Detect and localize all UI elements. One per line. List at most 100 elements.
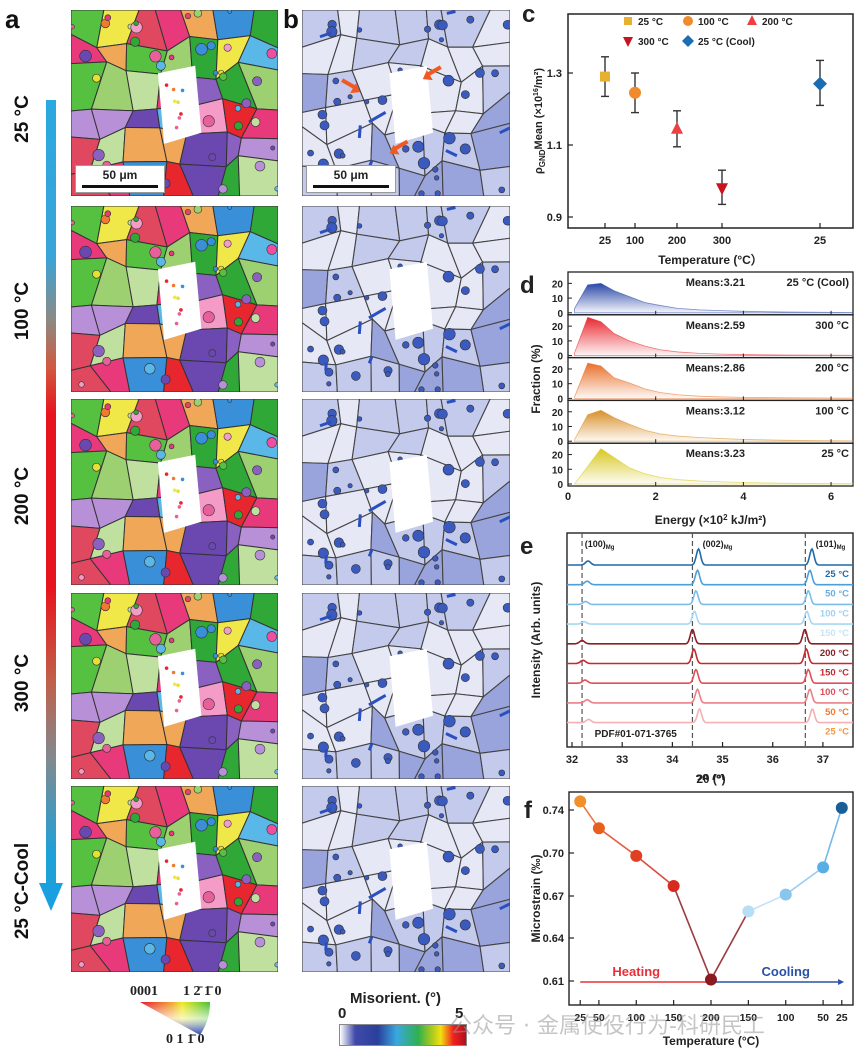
y-tick-label: 0 <box>557 394 563 405</box>
twin-boundary <box>445 925 458 934</box>
small-grain <box>223 239 232 248</box>
small-grain <box>491 69 499 78</box>
pattern-label: 150 °C <box>820 628 849 639</box>
small-grain <box>319 120 330 131</box>
means-label: Means:2.86 <box>686 363 745 375</box>
small-grain <box>491 652 499 661</box>
grain <box>212 593 255 624</box>
grain <box>237 526 278 551</box>
small-grain <box>241 294 252 305</box>
line-segment <box>710 911 750 980</box>
small-grain <box>212 266 219 272</box>
twin-boundary <box>319 227 332 235</box>
grain <box>237 333 278 358</box>
grain <box>178 939 227 972</box>
small-grain <box>339 541 346 548</box>
data-point <box>779 888 792 901</box>
y-tick-label: 20 <box>552 322 564 333</box>
data-point <box>671 110 683 148</box>
small-grain <box>234 510 243 520</box>
small-grain <box>317 885 328 896</box>
ipf-orientation-map <box>71 399 278 585</box>
grain <box>469 674 510 718</box>
series-label: 25 °C (Cool) <box>787 277 850 289</box>
small-grain <box>274 382 278 388</box>
small-grain <box>443 715 456 728</box>
xrd-pattern <box>567 568 853 586</box>
small-grain <box>168 637 175 644</box>
small-grain <box>92 73 101 83</box>
chart-gnd-density: c 0.9 1.1 1.3 25 100 200 300 25 Temperature (°C） ρ… <box>522 1 854 267</box>
indent-dot <box>176 489 180 494</box>
small-grain <box>234 121 243 131</box>
small-grain <box>402 921 410 929</box>
small-grain <box>442 657 455 670</box>
x-tick-label: 100 <box>777 1012 795 1024</box>
scale-bar-line <box>313 185 389 188</box>
small-grain <box>208 929 217 938</box>
small-grain <box>149 633 162 646</box>
indent-dot <box>177 312 182 316</box>
small-grain <box>160 374 171 385</box>
panel-label-e: e <box>520 533 533 560</box>
small-grain <box>202 891 215 904</box>
small-grain <box>326 768 332 774</box>
legend-marker <box>747 15 757 25</box>
twin-boundary <box>368 499 387 513</box>
small-grain <box>168 830 175 837</box>
legend-entry: 300 °C <box>623 37 669 48</box>
indent-dot <box>172 682 177 687</box>
data-point <box>817 861 830 874</box>
cooling-arrowhead-icon <box>838 979 845 985</box>
small-grain <box>234 317 243 327</box>
small-grain <box>502 215 510 226</box>
indent-dot <box>176 683 180 688</box>
indent-region <box>389 261 434 340</box>
small-grain <box>332 466 340 474</box>
y-axis-label: Fraction (%) <box>529 344 543 413</box>
small-grain <box>384 564 391 571</box>
chart-xrd-patterns: e (100)Mg (002)Mg (101)Mg 25 °C 50 °C 100 °C 15… <box>520 532 854 780</box>
small-grain <box>78 768 85 775</box>
twin-boundary <box>446 206 456 211</box>
small-grain <box>424 608 432 616</box>
grain <box>302 849 329 890</box>
xrd-pattern <box>567 688 853 704</box>
indent-dot <box>171 283 176 288</box>
small-grain <box>460 866 470 875</box>
small-grain <box>184 788 192 796</box>
small-grain <box>402 145 410 153</box>
small-grain <box>184 12 192 20</box>
twin-boundary <box>499 709 510 718</box>
xrd-pattern <box>567 707 853 724</box>
chart-microstrain: f 2θ (°) 0.61 0.64 0.67 0.70 0.74 25 50 100 150 200… <box>524 772 854 1048</box>
x-tick-label: 200 <box>702 1012 720 1024</box>
indent-dot <box>171 476 176 481</box>
small-grain <box>319 316 330 327</box>
small-grain <box>206 817 216 827</box>
small-grain <box>78 961 85 968</box>
small-grain <box>133 796 139 802</box>
twin-boundary <box>367 742 374 751</box>
pattern-label: 50 °C <box>825 589 849 600</box>
indent-region <box>157 65 202 144</box>
small-grain <box>184 401 192 409</box>
twin-boundary <box>367 355 374 364</box>
grain <box>302 361 338 392</box>
y-tick-label: 10 <box>552 294 564 305</box>
twin-boundary <box>357 708 362 722</box>
small-grain <box>356 416 363 422</box>
small-grain <box>417 353 431 366</box>
grain <box>237 837 278 887</box>
small-grain <box>168 54 175 61</box>
small-grain <box>347 677 353 683</box>
x-tick-label: 100 <box>627 1012 645 1024</box>
grain <box>178 359 227 392</box>
small-grain <box>475 264 485 274</box>
grain <box>237 644 278 694</box>
small-grain <box>432 362 439 369</box>
x-tick-label: 2 <box>653 491 659 503</box>
grain <box>122 744 168 779</box>
data-point <box>667 879 680 892</box>
grain <box>398 167 426 196</box>
